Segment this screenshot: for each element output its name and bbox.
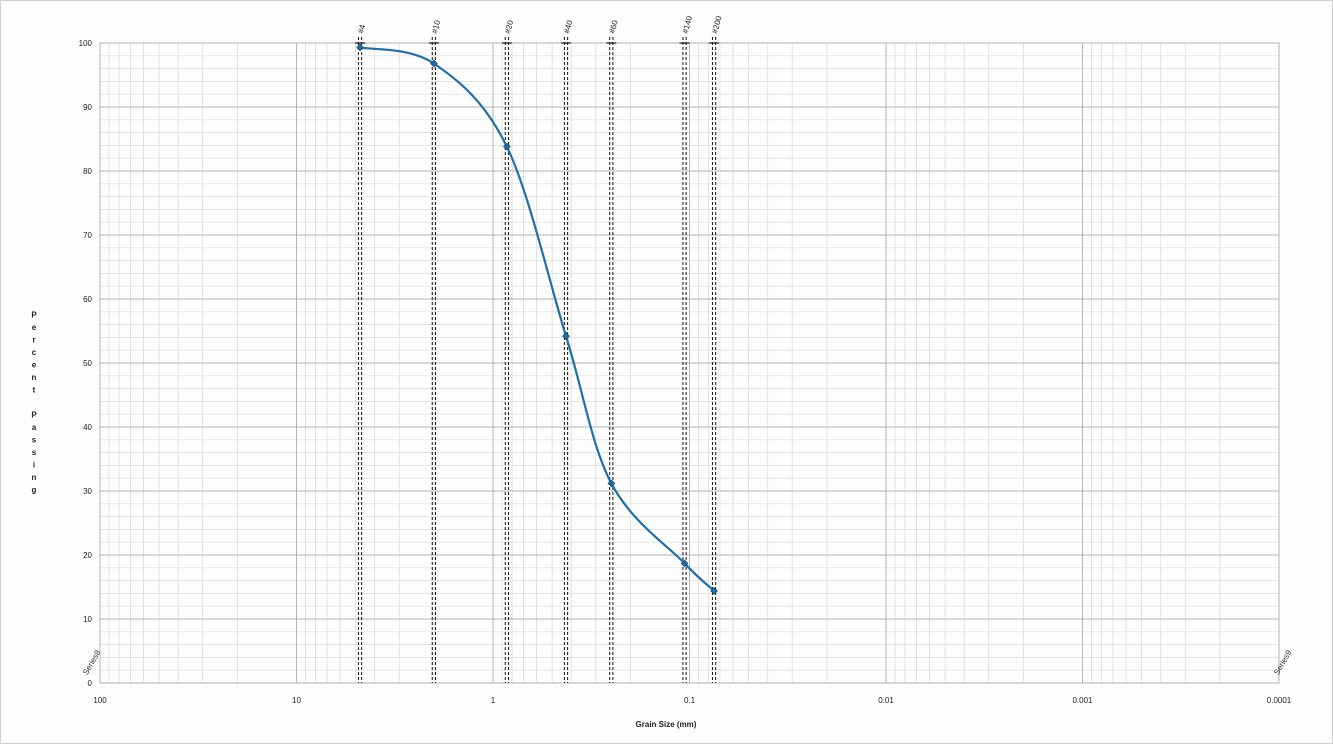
- x-axis-title: Grain Size (mm): [636, 720, 697, 729]
- y-axis-title-char: e: [32, 361, 37, 370]
- x-tick-label: 100: [93, 696, 107, 705]
- data-point: [607, 479, 616, 488]
- y-tick-label: 100: [79, 39, 93, 48]
- y-axis-title-char: e: [32, 323, 37, 332]
- y-axis-tick-labels: 0 10 20 30 40 50 60 70 80 90 100: [79, 39, 93, 688]
- y-tick-label: 40: [83, 423, 92, 432]
- x-tick-label: 10: [292, 696, 301, 705]
- sieve-label: #4: [356, 23, 367, 34]
- sieve-label: #20: [503, 19, 515, 35]
- y-axis-title-char: s: [32, 448, 37, 457]
- data-point: [356, 43, 364, 52]
- x-tick-label: 0.01: [878, 696, 894, 705]
- y-axis-title-char: c: [32, 348, 37, 357]
- y-axis-title-char: n: [32, 373, 37, 382]
- y-axis-title-char: i: [33, 461, 35, 470]
- y-axis-title-char: P: [31, 311, 37, 320]
- y-tick-label: 60: [83, 295, 92, 304]
- gradation-curve: [358, 46, 716, 592]
- y-tick-label: 10: [83, 615, 92, 624]
- x-tick-label: 0.1: [684, 696, 696, 705]
- data-point: [680, 559, 689, 568]
- data-points: [356, 43, 718, 595]
- sieve-label: #40: [562, 19, 574, 35]
- y-axis-title-char: g: [32, 486, 37, 495]
- y-tick-label: 30: [83, 487, 92, 496]
- data-point: [562, 332, 570, 340]
- y-axis-title-char: P: [31, 411, 37, 420]
- data-point: [430, 59, 438, 68]
- y-tick-label: 0: [88, 679, 93, 688]
- data-point: [503, 142, 511, 151]
- y-axis-title-char: s: [32, 436, 37, 445]
- y-tick-label: 20: [83, 551, 92, 560]
- x-tick-label: 1: [491, 696, 496, 705]
- y-tick-label: 50: [83, 359, 92, 368]
- y-axis-title-char: [33, 398, 35, 407]
- y-tick-label: 70: [83, 231, 92, 240]
- y-tick-label: 90: [83, 103, 92, 112]
- y-axis-title-char: n: [32, 473, 37, 482]
- x-tick-label: 0.001: [1072, 696, 1093, 705]
- y-tick-label: 80: [83, 167, 92, 176]
- y-axis-title-char: t: [33, 386, 36, 395]
- data-point: [710, 587, 718, 595]
- sieve-label: #10: [430, 19, 442, 35]
- y-axis-title-char: a: [32, 423, 37, 432]
- x-tick-label: 0.0001: [1267, 696, 1292, 705]
- series-line: [358, 46, 716, 592]
- y-axis-title-char: r: [32, 336, 35, 345]
- sieve-label: #60: [608, 19, 620, 35]
- x-axis-tick-labels: 100 10 1 0.1 0.01 0.001 0.0001: [93, 696, 1291, 705]
